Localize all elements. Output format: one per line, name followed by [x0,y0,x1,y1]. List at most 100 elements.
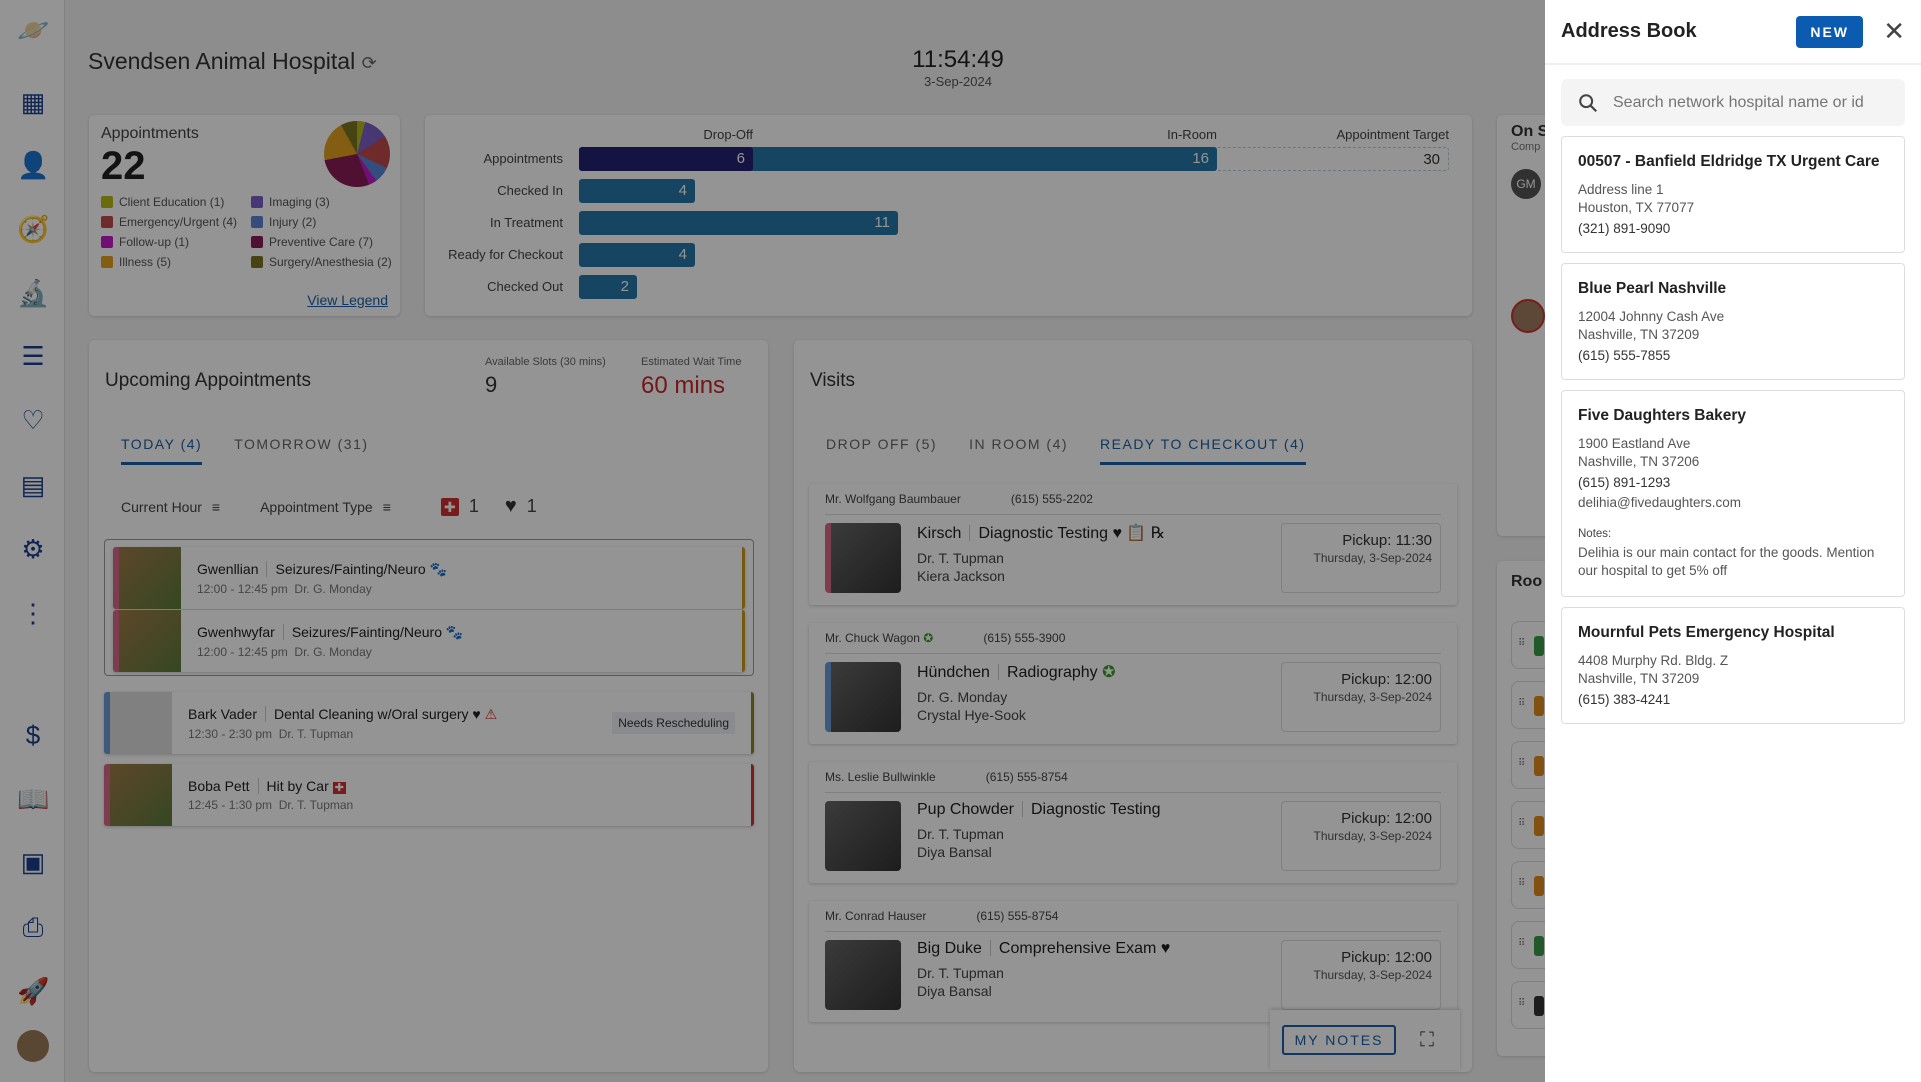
appointment-item[interactable]: Gwenhwyfar Seizures/Fainting/Neuro 🐾 12:00… [113,610,745,672]
urgent-cross-icon[interactable]: ✚ [440,497,459,516]
legend-label: Client Education [119,195,207,209]
legend-label: Preventive Care [269,235,356,249]
new-button[interactable]: NEW [1796,15,1864,48]
view-legend-link[interactable]: View Legend [307,292,388,308]
list-icon[interactable]: ☰ [21,341,45,371]
my-notes-button[interactable]: MY NOTES [1282,1025,1396,1055]
tab-tomorrow[interactable]: TOMORROW (31) [234,436,369,452]
avatar[interactable] [17,1030,49,1062]
legend-swatch [251,236,263,248]
doctor: Dr. G. Monday [294,581,372,596]
pet-photo [825,523,901,593]
appointment-item[interactable]: Gwenllian Seizures/Fainting/Neuro 🐾 12:00 … [113,547,745,609]
book-icon[interactable]: 📖 [17,784,50,814]
drag-handle-icon[interactable]: ⠿ [1518,638,1526,649]
report-icon[interactable]: ▤ [20,470,46,500]
appointment-item[interactable]: Boba Pett Hit by Car ✚ 12:45 - 1:30 pm Dr.… [104,764,754,826]
appointment-type-filter[interactable]: Appointment Type [260,498,373,515]
appointments-pie-chart [324,121,390,187]
appointment-item[interactable]: Bark Vader Dental Cleaning w/Oral surgery… [104,692,754,754]
clock-date: 3-Sep-2024 [924,74,992,89]
pickup-time: Pickup: 12:00 [1341,671,1432,688]
address-entry[interactable]: Mournful Pets Emergency Hospital 4408 Mur… [1561,607,1905,724]
logo-icon[interactable]: 🪐 [17,15,50,45]
filter-icon[interactable]: ≡ [382,498,391,515]
rocket-icon[interactable]: 🚀 [17,976,50,1006]
pet-name: Big Duke [917,940,982,957]
appointments-summary-card: Appointments 22 Client Education (1) Imag… [89,115,400,316]
visit-item[interactable]: Mr. Wolfgang Baumbauer (615) 555-2202 Kirs… [809,484,1457,605]
entry-phone: (321) 891-9090 [1578,221,1671,236]
expand-icon[interactable]: ⛶ [1420,1028,1434,1051]
compass-icon[interactable]: 🧭 [17,214,50,244]
address-entry[interactable]: 00507 - Banfield Eldridge TX Urgent Care… [1561,136,1905,253]
drag-handle-icon[interactable]: ⠿ [1518,698,1526,709]
inroom-header: In-Room [1167,127,1217,142]
tab-in-room[interactable]: IN ROOM (4) [969,436,1069,452]
drag-handle-icon[interactable]: ⠿ [1518,998,1526,1009]
search-icon [1579,93,1598,112]
owner-phone: (615) 555-2202 [1010,492,1093,506]
legend-label: Surgery/Anesthesia [269,255,374,269]
refresh-icon[interactable]: ⟳ [361,53,377,73]
clock: 11:54:49 3-Sep-2024 [858,46,1058,89]
heart-icon[interactable]: ♡ [21,405,45,435]
legend-swatch [101,236,113,248]
urgent-count: 1 [468,496,479,516]
heart-icon[interactable]: ♥ [504,495,517,517]
appointment-time: 12:00 - 12:45 pm [197,581,288,596]
room-status-indicator [1534,696,1544,716]
dropoff-header: Drop-Off [703,127,753,142]
pet-photo [110,692,172,754]
filter-bar: Current Hour ≡ Appointment Type ≡ ✚ 1 ♥ 1 [121,495,537,518]
heart-icon: ♥ [472,705,481,722]
entry-address-line2: Nashville, TN 37209 [1578,671,1700,686]
legend-label: Injury [269,215,299,229]
bar-label: In Treatment [490,215,563,230]
available-slots: Available Slots (30 mins) 9 [485,356,606,398]
drag-handle-icon[interactable]: ⠿ [1518,878,1526,889]
patient-icon[interactable]: 👤 [17,150,50,180]
doctor: Dr. T. Tupman [278,798,354,812]
modal-overlay[interactable] [0,0,1545,1082]
pet-photo [825,940,901,1010]
visit-item[interactable]: Mr. Chuck Wagon ✪ (615) 555-3900 Hündchen R… [809,623,1457,744]
current-hour-filter[interactable]: Current Hour [121,498,202,515]
gear-icon[interactable]: ⚙ [21,534,45,564]
staff-avatar-photo[interactable] [1511,299,1545,333]
close-icon[interactable]: ✕ [1883,16,1905,46]
legend-item: Surgery/Anesthesia (2) [251,255,401,269]
drag-handle-icon[interactable]: ⠿ [1518,758,1526,769]
printer-icon[interactable]: ⎙ [22,912,44,942]
staff-avatar[interactable]: GM [1511,169,1541,199]
drag-handle-icon[interactable]: ⠿ [1518,938,1526,949]
tab-drop-off[interactable]: DROP OFF (5) [826,436,938,452]
calendar-icon[interactable]: ▦ [20,87,46,117]
address-entry[interactable]: Five Daughters Bakery 1900 Eastland Ave Na… [1561,390,1905,597]
filter-icon[interactable]: ≡ [211,498,221,515]
doctor: Dr. T. Tupman [917,965,1004,981]
billing-icon[interactable]: $ [25,720,41,750]
tab-today[interactable]: TODAY (4) [121,436,203,465]
tab-ready-to-checkout[interactable]: READY TO CHECKOUT (4) [1100,436,1306,465]
legend-item: Injury (2) [251,215,401,229]
pickup-time: Pickup: 12:00 [1341,949,1432,966]
legend-count: (1) [174,235,190,249]
bar-label: Checked In [497,183,563,198]
entry-address-line1: 12004 Johnny Cash Ave [1578,309,1725,324]
register-icon[interactable]: ▣ [20,847,46,877]
legend-count: (1) [209,195,225,209]
more-icon[interactable]: ⋮ [20,598,46,628]
visits-card: Visits DROP OFF (5) IN ROOM (4) READY TO… [794,340,1472,1072]
legend: Client Education (1) Imaging (3) Emergency… [101,195,392,269]
visit-item[interactable]: Mr. Conrad Hauser (615) 555-8754 Big Duke C… [809,901,1457,1022]
drag-handle-icon[interactable]: ⠿ [1518,818,1526,829]
entry-email[interactable]: delihia@fivedaughters.com [1578,495,1742,510]
notes-bar: MY NOTES ⛶ [1270,1010,1460,1070]
microscope-icon[interactable]: 🔬 [17,278,50,308]
star-badge-icon: ✪ [1102,664,1116,681]
address-entry[interactable]: Blue Pearl Nashville 12004 Johnny Cash Av… [1561,263,1905,380]
search-input[interactable] [1613,93,1893,112]
visit-item[interactable]: Ms. Leslie Bullwinkle (615) 555-8754 Pup C… [809,762,1457,883]
entry-name: Five Daughters Bakery [1578,407,1746,424]
